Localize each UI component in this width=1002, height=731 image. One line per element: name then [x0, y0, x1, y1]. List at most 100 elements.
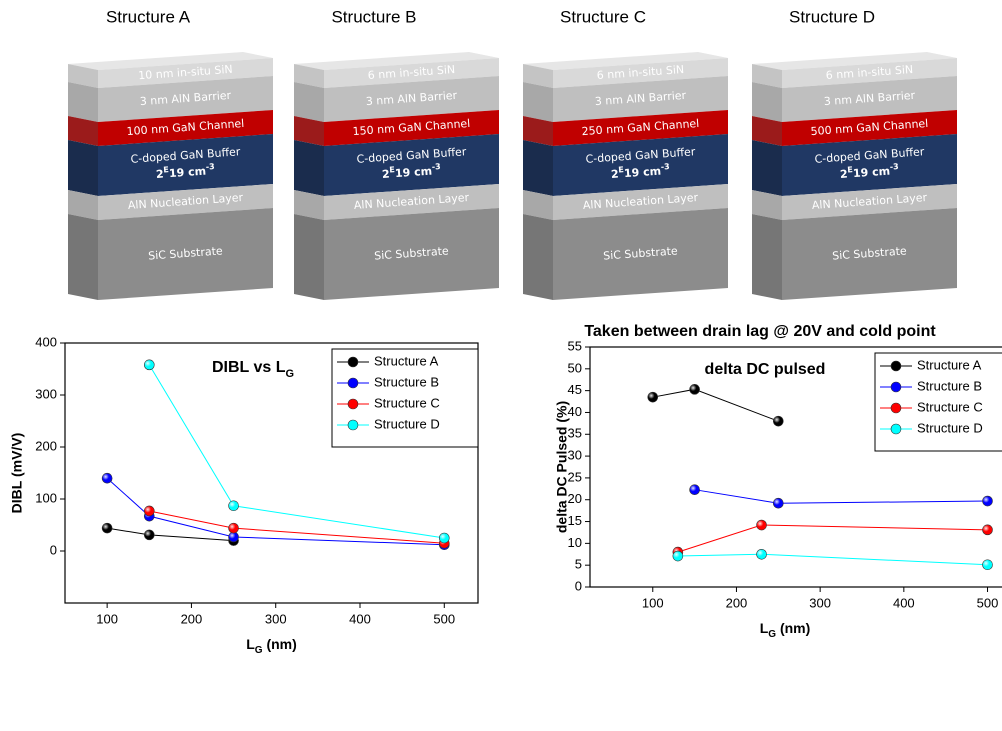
- legend-marker: [347, 356, 359, 368]
- y-tick-label: 0: [575, 578, 582, 593]
- point-shine: [773, 416, 784, 427]
- layer-front: [782, 76, 957, 122]
- layer-side: [523, 140, 553, 196]
- x-label-unit: (nm): [776, 620, 810, 636]
- chart: 100 200 300 400 500 0 5 10 15 20 25 30 35 40 45 50 55 LG …: [554, 323, 1002, 640]
- point-shine: [439, 533, 450, 543]
- layer-side: [752, 82, 782, 122]
- layer-label: SiC Substrate: [374, 244, 449, 262]
- plot-frame: [64, 342, 479, 604]
- layer-label: SiC Substrate: [832, 244, 907, 262]
- y-tick-label: 55: [568, 338, 582, 353]
- layer-side: [294, 140, 324, 196]
- legend-box: [331, 348, 479, 448]
- y-tick-label: 100: [35, 490, 57, 505]
- plot-frame: [589, 346, 1002, 588]
- x-tick-label: 500: [433, 611, 455, 626]
- doping-unit-exp: -3: [432, 162, 441, 172]
- layer-label: 3 nm AlN Barrier: [365, 89, 458, 108]
- layer-side: [68, 116, 98, 146]
- y-tick-label: 200: [35, 438, 57, 453]
- layer-front: [324, 134, 499, 196]
- series-line: [694, 489, 988, 504]
- doping-label: 2E19 cm-3: [381, 162, 441, 181]
- chart-title: delta DC pulsed: [705, 361, 826, 378]
- layer-front: [553, 208, 728, 300]
- doping-base: 2: [382, 168, 391, 182]
- layer-side: [752, 190, 782, 220]
- title-main: DIBL vs L: [212, 359, 286, 376]
- layer-front: [553, 76, 728, 122]
- legend-marker: [347, 419, 359, 431]
- layer-front: [553, 134, 728, 196]
- y-tick-label: 40: [568, 404, 582, 419]
- series-line: [677, 553, 988, 566]
- layer-label: 6 nm in-situ SiN: [596, 63, 684, 82]
- point-shine: [689, 484, 700, 495]
- top-face: [68, 52, 273, 70]
- doping-base: 2: [156, 168, 165, 182]
- layer-side: [68, 214, 98, 300]
- point-shine: [773, 498, 784, 509]
- doping-unit-exp: -3: [206, 162, 215, 172]
- legend-label: Structure A: [374, 353, 439, 368]
- layer-side: [752, 214, 782, 300]
- series-line: [107, 527, 234, 542]
- layer-front: [98, 208, 273, 300]
- layer-front: [782, 134, 957, 196]
- legend-marker: [890, 423, 902, 435]
- x-tick-label: 300: [265, 611, 287, 626]
- layer-front: [98, 58, 273, 88]
- y-tick-label: 45: [568, 382, 582, 397]
- series-line: [106, 477, 445, 546]
- point-shine: [756, 520, 767, 531]
- structure-diagram: Structure B 6 nm in-situ SiN 3 nm AlN Barr…: [294, 7, 499, 300]
- x-tick-label: 400: [349, 611, 371, 626]
- x-label-sub: G: [255, 645, 263, 656]
- layer-label: 3 nm AlN Barrier: [139, 89, 232, 108]
- doping-base: 2: [611, 168, 620, 182]
- legend-label: Structure C: [374, 395, 440, 410]
- point-shine: [228, 523, 239, 534]
- layer-front: [324, 58, 499, 88]
- legend-marker: [890, 381, 902, 393]
- layer-front: [782, 208, 957, 300]
- layer-side: [294, 214, 324, 300]
- y-axis-label: DIBL (mV/V): [9, 433, 25, 514]
- legend-marker: [347, 398, 359, 410]
- structure-title: Structure C: [560, 7, 646, 26]
- y-tick-label: 0: [50, 542, 57, 557]
- structure-title: Structure A: [106, 7, 191, 26]
- layer-side: [294, 116, 324, 146]
- layer-front: [324, 76, 499, 122]
- title-sub: G: [285, 368, 294, 380]
- layer-side: [523, 64, 553, 88]
- doping-label: 2E19 cm-3: [155, 162, 215, 181]
- layer-side: [68, 64, 98, 88]
- layer-front: [324, 208, 499, 300]
- layer-front: [553, 58, 728, 88]
- series-line: [652, 388, 779, 422]
- legend-label: Structure B: [374, 374, 439, 389]
- layer-label: SiC Substrate: [603, 244, 678, 262]
- structure-title: Structure B: [331, 7, 416, 26]
- doping-exp: E: [163, 165, 169, 174]
- y-axis-label: delta DC Pulsed (%): [554, 401, 570, 533]
- structure-title: Structure D: [789, 7, 875, 26]
- layer-label: 3 nm AlN Barrier: [823, 89, 916, 108]
- y-tick-label: 10: [568, 535, 582, 550]
- doping-value: 19 cm: [395, 165, 433, 181]
- x-tick-label: 400: [893, 595, 915, 610]
- layer-front: [782, 58, 957, 88]
- layer-side: [68, 190, 98, 220]
- y-tick-label: 50: [568, 360, 582, 375]
- x-axis-label: LG (nm): [760, 620, 811, 640]
- layer-side: [294, 82, 324, 122]
- doping-exp: E: [389, 165, 395, 174]
- x-label-main: L: [246, 636, 255, 652]
- point-shine: [102, 523, 113, 534]
